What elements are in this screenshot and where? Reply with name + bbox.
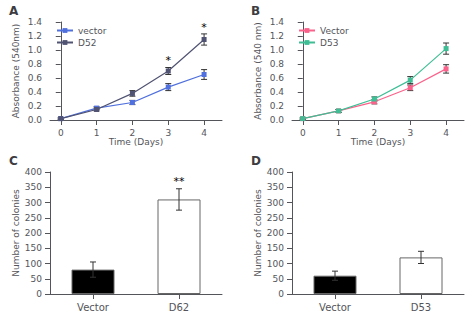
svg-text:Absorbance (540 nm): Absorbance (540 nm) xyxy=(253,22,263,120)
svg-text:400: 400 xyxy=(25,167,42,177)
svg-text:350: 350 xyxy=(25,182,42,192)
svg-text:1.4: 1.4 xyxy=(270,17,285,27)
svg-text:0.4: 0.4 xyxy=(270,87,285,97)
svg-text:100: 100 xyxy=(267,259,284,269)
svg-text:B: B xyxy=(251,4,260,18)
svg-text:350: 350 xyxy=(267,182,284,192)
svg-text:0: 0 xyxy=(58,128,64,138)
svg-text:4: 4 xyxy=(201,128,207,138)
svg-text:Time (Days): Time (Days) xyxy=(108,137,163,147)
svg-text:0: 0 xyxy=(300,128,306,138)
svg-text:200: 200 xyxy=(267,228,284,238)
svg-text:1.0: 1.0 xyxy=(28,45,43,55)
svg-text:250: 250 xyxy=(267,213,284,223)
svg-text:*: * xyxy=(166,54,172,67)
svg-text:D62: D62 xyxy=(169,302,189,313)
svg-text:Vector: Vector xyxy=(320,26,349,36)
svg-text:0.2: 0.2 xyxy=(270,101,284,111)
svg-text:150: 150 xyxy=(267,243,284,253)
svg-text:Vector: Vector xyxy=(77,302,110,313)
svg-text:D52: D52 xyxy=(78,38,96,48)
svg-text:1: 1 xyxy=(94,128,100,138)
svg-text:4: 4 xyxy=(443,128,449,138)
svg-text:150: 150 xyxy=(25,243,42,253)
svg-text:0.6: 0.6 xyxy=(28,73,43,83)
svg-text:D53: D53 xyxy=(411,302,431,313)
svg-text:Absorbance (540nm): Absorbance (540nm) xyxy=(11,24,21,119)
svg-text:**: ** xyxy=(174,175,186,188)
svg-text:0.6: 0.6 xyxy=(270,73,285,83)
svg-text:50: 50 xyxy=(273,274,285,284)
svg-text:vector: vector xyxy=(78,26,107,36)
svg-text:1: 1 xyxy=(336,128,342,138)
svg-text:Number of colonies: Number of colonies xyxy=(253,189,263,277)
svg-text:0.0: 0.0 xyxy=(28,115,43,125)
svg-text:0.2: 0.2 xyxy=(28,101,42,111)
svg-text:2: 2 xyxy=(130,128,136,138)
svg-text:A: A xyxy=(9,4,19,18)
svg-text:0: 0 xyxy=(36,289,42,299)
svg-text:0.4: 0.4 xyxy=(28,87,43,97)
svg-text:250: 250 xyxy=(25,213,42,223)
svg-text:C: C xyxy=(9,154,18,168)
svg-text:200: 200 xyxy=(25,228,42,238)
svg-text:1.2: 1.2 xyxy=(270,31,284,41)
svg-text:300: 300 xyxy=(267,198,284,208)
svg-text:Vector: Vector xyxy=(319,302,352,313)
svg-text:400: 400 xyxy=(267,167,284,177)
svg-text:Number of colonies: Number of colonies xyxy=(11,189,21,277)
svg-text:100: 100 xyxy=(25,259,42,269)
svg-text:1.4: 1.4 xyxy=(28,17,43,27)
svg-text:3: 3 xyxy=(407,128,413,138)
svg-text:50: 50 xyxy=(31,274,43,284)
svg-text:0.8: 0.8 xyxy=(270,59,285,69)
svg-text:3: 3 xyxy=(165,128,171,138)
svg-text:0.8: 0.8 xyxy=(28,59,43,69)
svg-text:*: * xyxy=(201,21,207,34)
svg-text:300: 300 xyxy=(25,198,42,208)
svg-text:D53: D53 xyxy=(320,38,338,48)
svg-text:1.0: 1.0 xyxy=(270,45,285,55)
svg-text:2: 2 xyxy=(372,128,378,138)
svg-text:1.2: 1.2 xyxy=(28,31,42,41)
svg-text:Time (Days): Time (Days) xyxy=(350,137,405,147)
svg-text:0: 0 xyxy=(278,289,284,299)
svg-text:D: D xyxy=(251,154,261,168)
svg-text:0.0: 0.0 xyxy=(270,115,285,125)
